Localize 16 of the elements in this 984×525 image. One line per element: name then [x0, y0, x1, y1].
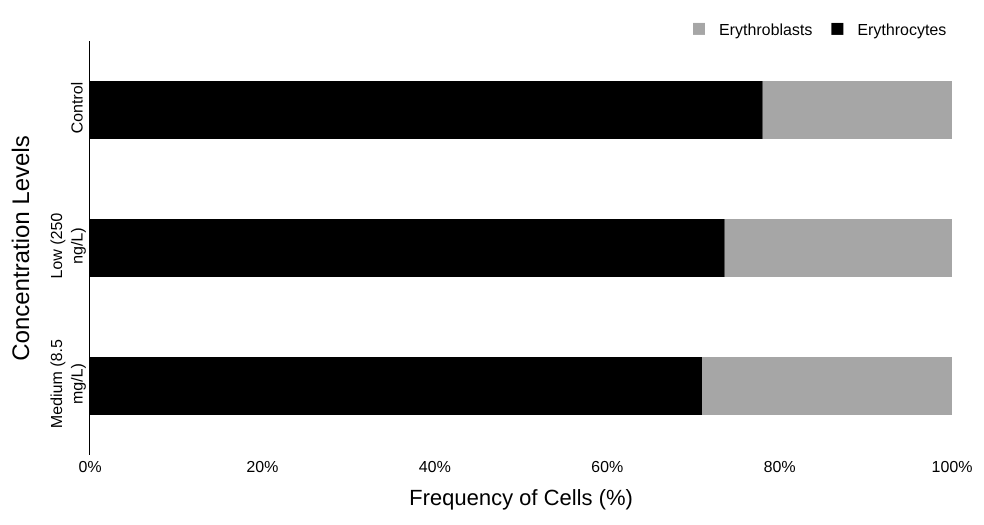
x-tick-label: 100% — [932, 459, 972, 476]
y-tick-label: Medium (8.5 mg/L) — [48, 339, 87, 428]
legend-label: Erythroblasts — [719, 22, 812, 40]
x-tick-label: 0% — [78, 459, 102, 476]
x-tick-label: 20% — [246, 459, 278, 476]
x-tick-label: 80% — [764, 459, 796, 476]
bar — [724, 219, 952, 277]
bar — [702, 357, 952, 415]
x-tick-label: 40% — [418, 459, 451, 476]
x-axis-title: Frequency of Cells (%) — [409, 484, 633, 510]
x-tick-label: 60% — [591, 459, 624, 476]
bar — [762, 81, 952, 139]
legend-label: Erythrocytes — [857, 22, 946, 40]
y-tick-label: Control — [70, 82, 87, 134]
y-tick-label: Low (250 ng/L) — [48, 212, 87, 279]
y-axis-title: Concentration Levels — [8, 135, 35, 361]
